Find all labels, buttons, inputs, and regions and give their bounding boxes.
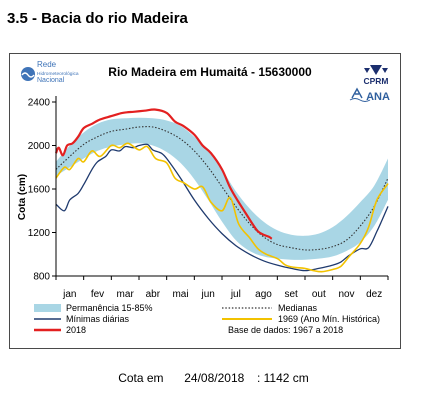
- rede-logo-line2: Hidrometeorológica: [37, 71, 79, 77]
- series-line-y2018: [54, 108, 273, 240]
- x-tick-label-jan: jan: [62, 289, 76, 300]
- legend-label-2018: 2018: [66, 325, 86, 335]
- ana-logo: ANA: [349, 87, 390, 103]
- legend-label-base: Base de dados: 1967 a 2018: [228, 325, 343, 335]
- y-tick-label-2000: 2000: [28, 141, 51, 152]
- x-tick-label-mar: mar: [117, 289, 135, 300]
- legend-label-minimas: Mínimas diárias: [66, 314, 130, 324]
- section-title: 3.5 - Bacia do rio Madeira: [7, 10, 188, 27]
- rede-logo-line3: Nacional: [37, 77, 65, 84]
- x-tick-label-mai: mai: [172, 289, 188, 300]
- x-tick-label-jul: jul: [230, 289, 241, 300]
- footer-date: 24/08/2018: [184, 371, 245, 385]
- legend: Permanência 15-85% Medianas Mínimas diária…: [34, 303, 380, 335]
- chart-title: Rio Madeira em Humaitá - 15630000: [108, 65, 312, 79]
- y-tick-label-1600: 1600: [28, 185, 51, 196]
- cprm-logo-text: CPRM: [363, 76, 388, 86]
- series-line-y1969: [55, 142, 389, 273]
- band-permanencia: [56, 117, 388, 260]
- footer-line: Cota em 24/08/2018 : 1142 cm: [0, 371, 427, 385]
- x-tick-label-out: out: [312, 289, 326, 300]
- x-tick-label-fev: fev: [91, 289, 104, 300]
- axes: 800 1200 1600 2000 2400 jan fev mar abr mai jun jul…: [28, 96, 389, 300]
- x-tick-label-set: set: [284, 289, 298, 300]
- chart-svg: Rede Hidrometeorológica Nacional Rio Mad…: [17, 60, 390, 335]
- x-tick-label-dez: dez: [366, 289, 382, 300]
- y-tick-label-800: 800: [33, 272, 50, 283]
- legend-label-mediana: Medianas: [278, 303, 318, 313]
- rede-logo-wave: [21, 72, 35, 78]
- plot-area: [54, 108, 389, 273]
- legend-label-1969: 1969 (Ano Mín. Histórica): [278, 314, 380, 324]
- ana-logo-text: ANA: [366, 91, 390, 103]
- rede-logo-line1: Rede: [37, 60, 57, 69]
- y-axis-label: Cota (cm): [17, 174, 28, 220]
- x-tick-label-jun: jun: [200, 289, 214, 300]
- chart-frame: Rede Hidrometeorológica Nacional Rio Mad…: [9, 53, 401, 349]
- legend-swatch-band: [34, 304, 61, 312]
- series-line-mediana: [55, 126, 389, 251]
- footer-label: Cota em: [118, 371, 164, 385]
- y-tick-label-1200: 1200: [28, 228, 51, 239]
- ana-logo-icon: [351, 87, 363, 99]
- cprm-logo: CPRM: [363, 65, 389, 86]
- series-line-minimas: [55, 143, 389, 272]
- x-tick-label-nov: nov: [338, 289, 354, 300]
- footer-value: : 1142 cm: [256, 371, 309, 385]
- legend-label-band: Permanência 15-85%: [66, 303, 153, 313]
- x-tick-label-abr: abr: [146, 289, 161, 300]
- y-tick-label-2400: 2400: [28, 98, 51, 109]
- cprm-logo-icon: [370, 65, 382, 75]
- rede-logo: Rede Hidrometeorológica Nacional: [21, 60, 79, 84]
- x-tick-label-ago: ago: [255, 289, 272, 300]
